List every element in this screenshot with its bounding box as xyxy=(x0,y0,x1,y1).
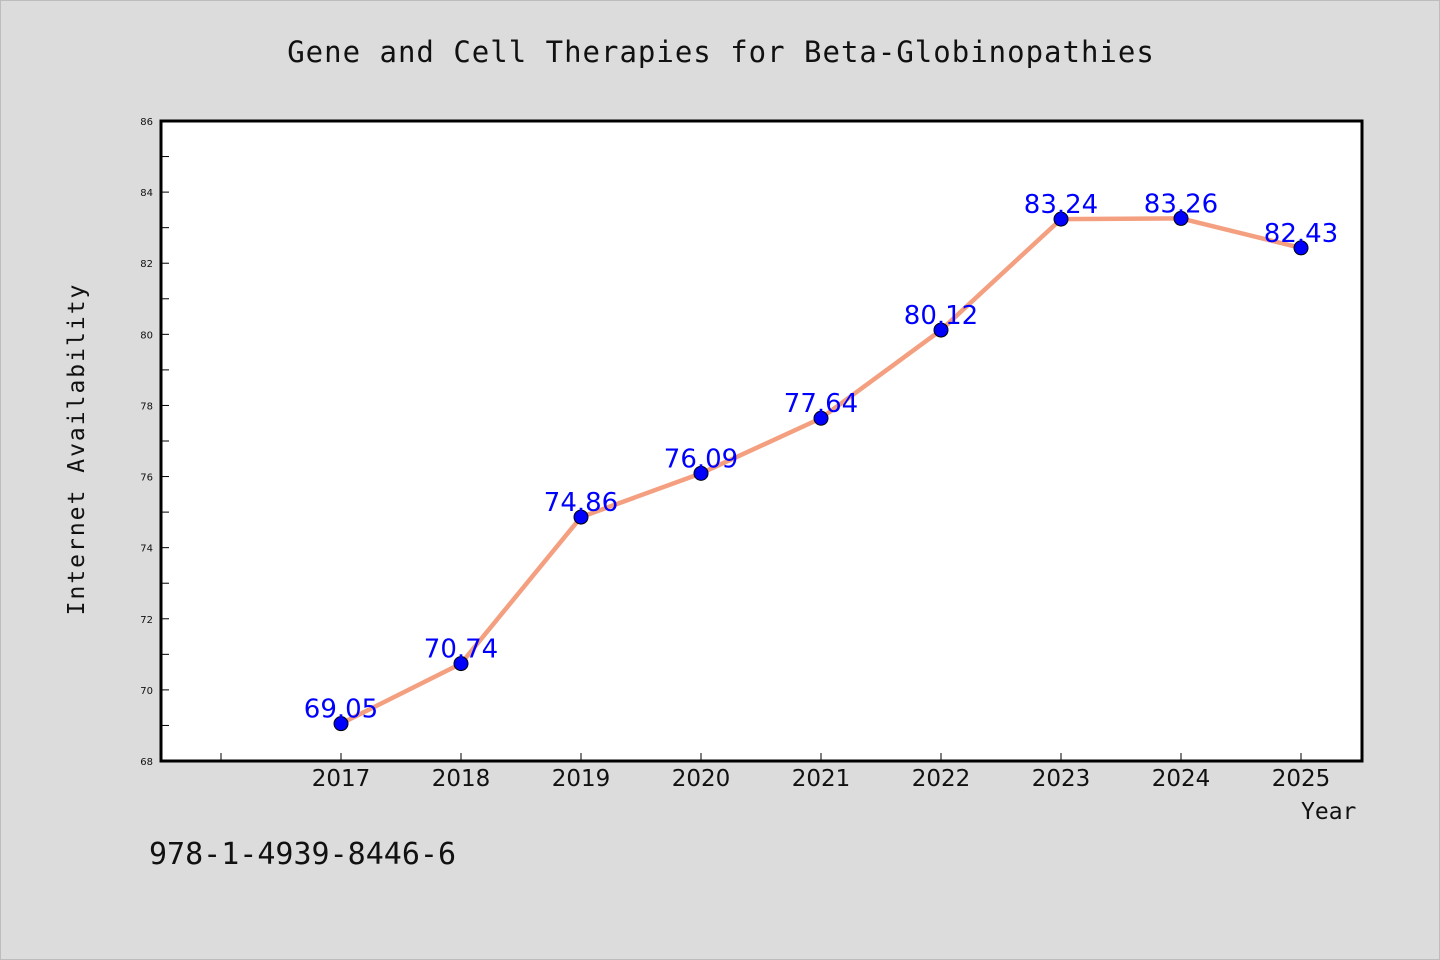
data-label: 70.74 xyxy=(424,635,498,665)
y-axis-ticks: 68 70 72 74 76 78 80 82 84 86 xyxy=(140,117,169,768)
data-label: 83.24 xyxy=(1024,190,1098,220)
x-tick-label: 2017 xyxy=(312,766,371,792)
data-label: 83.26 xyxy=(1144,189,1218,219)
data-point xyxy=(813,410,829,426)
data-point xyxy=(1173,210,1189,226)
y-tick-label: 80 xyxy=(140,330,153,341)
data-label: 76.09 xyxy=(664,444,738,474)
x-axis-label: Year xyxy=(1301,799,1357,825)
x-tick-label: 2019 xyxy=(552,766,611,792)
plot-frame xyxy=(159,119,1364,763)
x-tick-label: 2018 xyxy=(432,766,491,792)
isbn-annotation: 978-1-4939-8446-6 xyxy=(149,837,457,872)
data-label: 69.05 xyxy=(304,695,378,725)
y-tick-label: 72 xyxy=(140,615,153,626)
y-tick-label: 76 xyxy=(140,473,153,484)
data-point xyxy=(1293,240,1309,256)
y-tick-label: 68 xyxy=(140,757,153,768)
data-label: 80.12 xyxy=(904,301,978,331)
data-label: 77.64 xyxy=(784,389,858,419)
x-tick-label: 2021 xyxy=(792,766,851,792)
x-axis-ticks: 2017 2018 2019 2020 2021 2022 2023 2024 2025 xyxy=(220,753,1331,792)
data-point xyxy=(693,465,709,481)
x-tick-label: 2025 xyxy=(1272,766,1331,792)
data-point xyxy=(1053,211,1069,227)
x-tick-label: 2020 xyxy=(672,766,731,792)
y-tick-label: 86 xyxy=(140,117,153,128)
data-point xyxy=(333,716,349,732)
y-tick-label: 74 xyxy=(140,544,153,555)
series-points xyxy=(333,210,1309,732)
data-label: 74.86 xyxy=(544,488,618,518)
y-tick-label: 82 xyxy=(140,259,153,270)
x-tick-label: 2023 xyxy=(1032,766,1091,792)
y-tick-label: 84 xyxy=(140,188,153,199)
data-label: 82.43 xyxy=(1264,219,1338,249)
y-tick-label: 70 xyxy=(140,686,153,697)
x-tick-label: 2024 xyxy=(1152,766,1211,792)
data-labels: 69.05 70.74 74.86 76.09 77.64 80.12 83.24 83.26… xyxy=(304,189,1338,724)
data-point xyxy=(573,509,589,525)
x-tick-label: 2022 xyxy=(912,766,971,792)
data-point xyxy=(453,656,469,672)
y-tick-label: 78 xyxy=(140,401,153,412)
data-point xyxy=(933,322,949,338)
chart-title: Gene and Cell Therapies for Beta-Globino… xyxy=(287,35,1155,69)
